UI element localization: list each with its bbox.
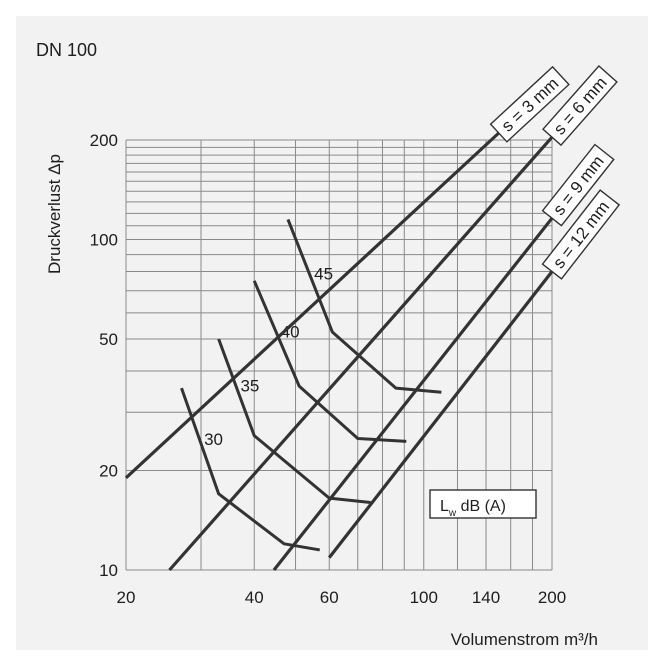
- series-line-4: [327, 270, 554, 559]
- y-tick-label: 100: [90, 230, 118, 249]
- x-tick-label: 200: [538, 588, 566, 607]
- sound-level-label: 45: [314, 265, 333, 284]
- series-line-3: [272, 217, 554, 571]
- sound-level-curve-40: [252, 280, 407, 443]
- flap-lines: [124, 131, 554, 572]
- axes: 20 40 60 100 140 200 10 20 50 100 200: [90, 131, 567, 607]
- y-tick-label: 50: [99, 330, 118, 349]
- sound-level-label: 30: [204, 430, 223, 449]
- legend-box-frame: [429, 489, 537, 519]
- series-line-2: [168, 136, 554, 572]
- series-label-box: [541, 143, 615, 227]
- series-label-box: [541, 189, 621, 280]
- legend-box-text: Lw dB (A): [440, 498, 506, 519]
- series-line-1: [124, 131, 500, 480]
- y-tick-label: 10: [99, 561, 118, 580]
- x-axis-label: Volumenstrom m³/h: [451, 630, 598, 649]
- sound-level-curve-45: [286, 218, 442, 394]
- y-tick-label: 200: [90, 131, 118, 150]
- y-axis-label: Druckverlust Δp: [45, 154, 64, 274]
- chart-title: DN 100: [36, 40, 97, 60]
- x-tick-label: 40: [245, 588, 264, 607]
- x-tick-label: 100: [410, 588, 438, 607]
- legend-box: Lw dB (A): [429, 489, 537, 519]
- x-tick-label: 20: [117, 588, 136, 607]
- sound-level-curves: 30 35 40 45: [180, 218, 442, 552]
- series-label-box: [542, 64, 618, 147]
- sound-level-curve-30: [180, 387, 321, 552]
- sound-level-label: 40: [281, 322, 300, 341]
- x-tick-label: 140: [472, 588, 500, 607]
- series-label-box: [489, 65, 570, 143]
- y-tick-label: 20: [99, 462, 118, 481]
- x-tick-label: 60: [320, 588, 339, 607]
- sound-level-curve-35: [217, 338, 371, 505]
- sound-level-label: 35: [240, 376, 259, 395]
